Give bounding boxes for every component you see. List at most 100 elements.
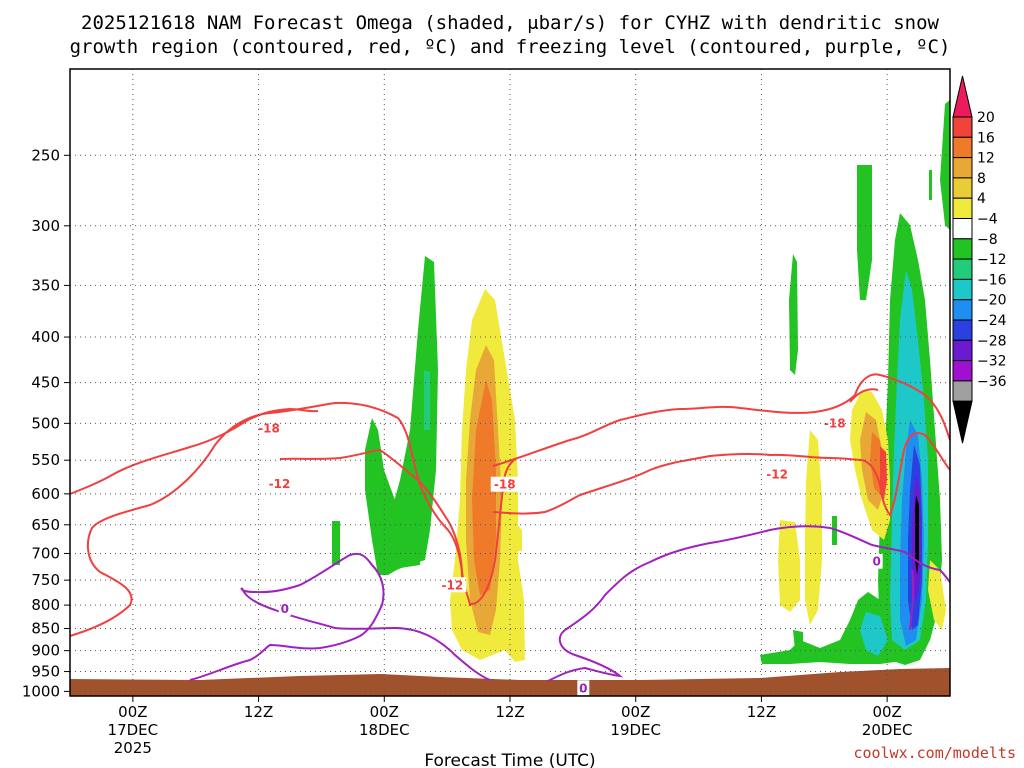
omega-darkorange-region-2 (870, 432, 883, 495)
omega-cyan-region-1 (424, 370, 430, 430)
contour-minus12-mid (279, 448, 467, 593)
omega-green-region-2 (365, 418, 420, 575)
colorbar: 20 16 12 8 4 −4 −8 −12 −16 −20 −24 −28 −32 −36 (952, 75, 1007, 444)
colorbar-swatch (952, 299, 973, 321)
colorbar-label: 20 (977, 110, 995, 126)
colorbar-swatch (952, 218, 973, 240)
y-tick-label: 750 (31, 571, 60, 589)
y-tick-label: 950 (31, 663, 60, 681)
colorbar-label: 4 (977, 191, 986, 207)
x-tick-date: 17DEC (108, 721, 159, 739)
omega-green-region-3 (332, 521, 340, 565)
colorbar-top-arrow (952, 75, 973, 118)
contour-minus18-left (69, 401, 471, 637)
y-tick-label: 550 (31, 451, 60, 469)
contour-label: 0 (872, 555, 880, 569)
y-tick-label: 250 (31, 146, 60, 164)
colorbar-label: −12 (977, 252, 1007, 268)
omega-green-region-4 (857, 165, 872, 300)
omega-yellow-region-4 (805, 430, 822, 625)
contour-label-bg (438, 577, 467, 593)
contour-label: -12 (269, 477, 291, 491)
x-tick-label: 00Z (118, 703, 147, 721)
contour-label-bg (870, 553, 883, 569)
y-tick-label: 1000 (22, 682, 60, 700)
contour-label-bg (820, 415, 849, 431)
x-tick-label: 12Z (244, 703, 273, 721)
x-tick-label: 00Z (621, 703, 650, 721)
contour-minus12-right (861, 432, 951, 517)
colorbar-swatch (952, 319, 973, 341)
x-tick-date: 20DEC (862, 721, 913, 739)
omega-green-region-11 (832, 516, 837, 545)
contour-0-dip (241, 587, 491, 681)
colorbar-swatch (952, 278, 973, 301)
colorbar-label: −20 (977, 293, 1007, 309)
y-tick-label: 400 (31, 328, 60, 346)
y-tick-label: 700 (31, 544, 60, 562)
contour-label-bg (265, 476, 294, 492)
colorbar-label: −28 (977, 333, 1007, 349)
y-tick-label: 800 (31, 596, 60, 614)
colorbar-label: −8 (977, 232, 998, 248)
colorbar-swatch (952, 136, 973, 159)
omega-red-region-1 (880, 446, 887, 500)
x-tick-label: 00Z (370, 703, 399, 721)
contour-label-bg (278, 600, 291, 616)
chart-title-line2: growth region (contoured, red, ºC) and f… (70, 36, 951, 58)
contour-label: -18 (258, 422, 280, 436)
contour-label-bg (763, 466, 792, 482)
contour-0-right (547, 525, 951, 682)
contour-0-left (189, 552, 385, 681)
colorbar-label: −32 (977, 354, 1007, 370)
plot-area: -18 -12 -18 -12 -12 -18 0 0 0 (69, 68, 951, 697)
gridlines (70, 69, 950, 696)
x-tick-label: 12Z (495, 703, 524, 721)
y-tick-label: 300 (31, 217, 60, 235)
x-axis-label: Forecast Time (UTC) (424, 751, 595, 768)
colorbar-swatch (952, 197, 973, 219)
colorbar-swatch (952, 360, 973, 382)
chart-title-line1: 2025121618 NAM Forecast Omega (shaded, μ… (81, 12, 939, 34)
y-tick-label: 450 (31, 374, 60, 392)
contour-minus18-mid (469, 459, 515, 605)
colorbar-label: 8 (977, 171, 986, 187)
contour-labels: -18 -12 -18 -12 -12 -18 0 0 0 (255, 415, 883, 696)
omega-cyan-region-3 (860, 612, 888, 656)
y-tick-label: 600 (31, 485, 60, 503)
omega-yellow-region-5 (778, 520, 800, 612)
contour-label: -12 (442, 578, 464, 592)
contour-label-bg (490, 476, 519, 492)
y-tick-label: 500 (31, 414, 60, 432)
contour-0-right-lower (909, 569, 915, 631)
y-tick-label: 650 (31, 516, 60, 534)
y-tick-label: 850 (31, 620, 60, 638)
colorbar-label: 16 (977, 130, 995, 146)
colorbar-swatch (952, 177, 973, 199)
omega-black-region-1 (915, 495, 919, 575)
omega-green-region-7 (929, 170, 932, 200)
omega-green-region-6 (940, 100, 950, 230)
x-tick-date: 18DEC (359, 721, 410, 739)
colorbar-bottom-arrow (952, 400, 973, 444)
omega-yellow-region-2 (517, 525, 522, 551)
omega-green-region-5 (789, 254, 798, 375)
ground-fill (70, 668, 950, 696)
colorbar-label: 12 (977, 151, 995, 167)
dendritic-growth-contours (69, 373, 951, 637)
omega-shading (332, 100, 950, 665)
omega-green-region-1 (389, 256, 438, 570)
contour-label: 0 (281, 602, 289, 616)
contour-minus18-lower-right (849, 388, 879, 403)
contour-label: -18 (824, 416, 846, 430)
x-tick-label: 00Z (872, 703, 901, 721)
colorbar-swatch (952, 157, 973, 179)
credit-text: coolwx.com/modelts (853, 744, 1016, 762)
contour-label-bg (255, 420, 284, 436)
contour-minus12-left (69, 407, 319, 495)
colorbar-label: −24 (977, 313, 1007, 329)
contour-label: 0 (579, 681, 587, 695)
omega-darkorange-region-1 (472, 380, 496, 595)
omega-yellow-region-6 (928, 560, 946, 630)
